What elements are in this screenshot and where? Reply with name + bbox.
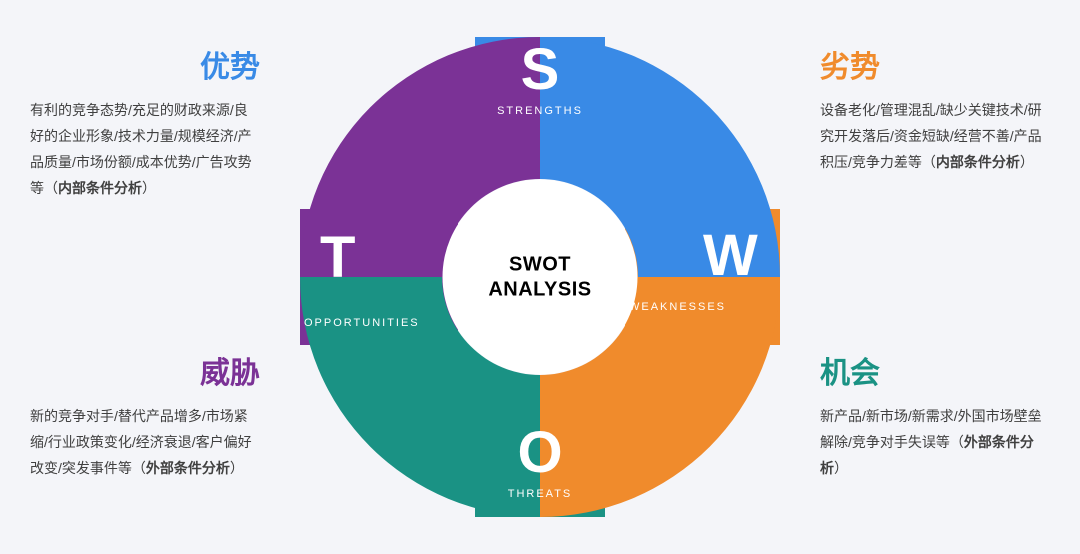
desc-strengths: 有利的竞争态势/充足的财政来源/良好的企业形象/技术力量/规模经济/产品质量/市… — [30, 98, 260, 202]
center-label: SWOT ANALYSIS — [443, 180, 638, 375]
letter-s: S — [521, 41, 560, 99]
tab-weaknesses: W WEAKNESSES — [625, 209, 780, 345]
center-line1: SWOT — [509, 253, 571, 275]
center-line2: ANALYSIS — [488, 278, 591, 300]
tab-strengths: S STRENGTHS — [475, 33, 605, 171]
block-strengths: 优势 有利的竞争态势/充足的财政来源/良好的企业形象/技术力量/规模经济/产品质… — [30, 42, 260, 202]
letter-t: T — [320, 229, 355, 287]
title-strengths: 优势 — [30, 42, 260, 86]
label-threats: THREATS — [508, 488, 573, 500]
block-opportunities: 机会 新产品/新市场/新需求/外国市场壁垒解除/竞争对手失误等（外部条件分析） — [820, 348, 1050, 482]
desc-threats: 新的竞争对手/替代产品增多/市场紧缩/行业政策变化/经济衰退/客户偏好改变/突发… — [30, 404, 260, 482]
swot-donut-diagram: S STRENGTHS W WEAKNESSES O THREATS T OPP… — [300, 37, 780, 517]
label-strengths: STRENGTHS — [497, 105, 583, 117]
title-opportunities: 机会 — [820, 348, 1050, 392]
title-threats: 威胁 — [30, 348, 260, 392]
label-opportunities: OPPORTUNITIES — [304, 317, 420, 329]
label-weaknesses: WEAKNESSES — [629, 301, 726, 313]
letter-w: W — [703, 227, 758, 285]
tab-threats: O THREATS — [475, 380, 605, 522]
desc-opportunities: 新产品/新市场/新需求/外国市场壁垒解除/竞争对手失误等（外部条件分析） — [820, 404, 1050, 482]
letter-o: O — [517, 424, 562, 482]
block-threats: 威胁 新的竞争对手/替代产品增多/市场紧缩/行业政策变化/经济衰退/客户偏好改变… — [30, 348, 260, 482]
block-weaknesses: 劣势 设备老化/管理混乱/缺少关键技术/研究开发落后/资金短缺/经营不善/产品积… — [820, 42, 1050, 176]
tab-opportunities: T OPPORTUNITIES — [300, 209, 458, 345]
title-weaknesses: 劣势 — [820, 42, 1050, 86]
desc-weaknesses: 设备老化/管理混乱/缺少关键技术/研究开发落后/资金短缺/经营不善/产品积压/竞… — [820, 98, 1050, 176]
